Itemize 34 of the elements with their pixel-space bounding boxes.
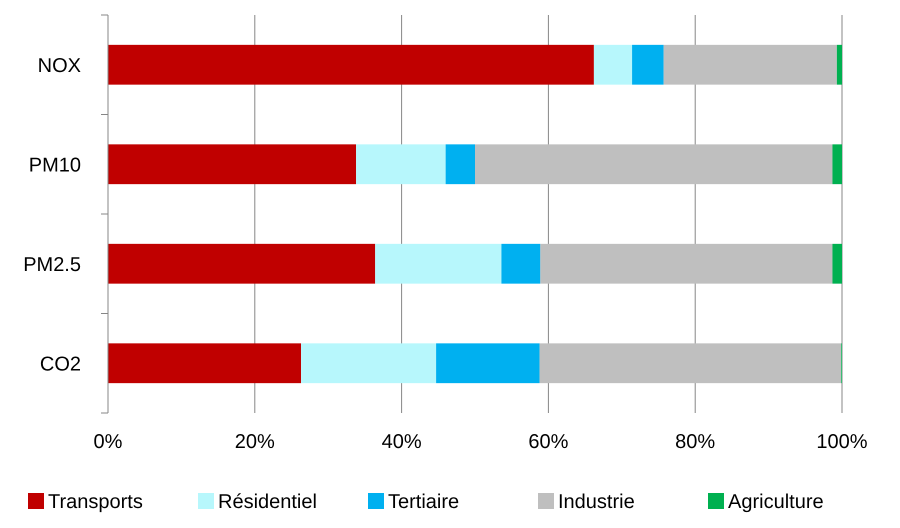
- bar: [832, 144, 842, 184]
- bar: [501, 244, 540, 284]
- bar: [632, 44, 664, 85]
- bar: [301, 343, 436, 384]
- bar: [664, 44, 837, 85]
- bar: [108, 244, 376, 284]
- bar: [540, 343, 842, 384]
- x-tick-label: 80%: [675, 431, 716, 453]
- bar: [832, 244, 842, 284]
- bar: [356, 144, 446, 184]
- bar: [108, 44, 594, 85]
- bar: [108, 343, 302, 384]
- legend-label: Industrie: [558, 491, 635, 513]
- y-tick-label: CO2: [40, 353, 81, 376]
- bar: [540, 244, 832, 284]
- bar: [375, 244, 502, 284]
- x-tick-label: 40%: [382, 431, 422, 453]
- bar: [108, 144, 356, 184]
- x-tick-label: 60%: [528, 431, 569, 453]
- bar: [436, 343, 540, 384]
- bar: [475, 144, 832, 184]
- y-tick-label: NOX: [38, 54, 81, 77]
- bar: [836, 44, 842, 85]
- legend-label: Transports: [48, 491, 143, 513]
- legend-label: Agriculture: [728, 491, 824, 513]
- legend-label: Résidentiel: [218, 491, 317, 513]
- bar: [594, 44, 632, 85]
- y-tick-label: PM10: [28, 154, 81, 176]
- x-tick-label: 0%: [94, 431, 123, 453]
- x-tick-label: 100%: [816, 431, 868, 453]
- bar: [446, 144, 475, 184]
- legend-label: Tertiaire: [388, 491, 460, 513]
- x-tick-label: 20%: [234, 431, 276, 453]
- y-tick-label: PM2.5: [23, 254, 81, 276]
